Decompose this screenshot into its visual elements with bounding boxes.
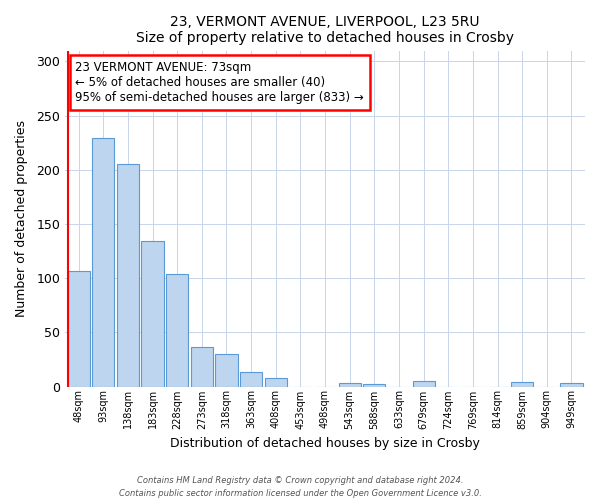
Bar [92,138,115,386]
Bar [363,384,385,386]
Bar [338,384,361,386]
Bar [215,354,238,386]
Bar [560,384,583,386]
Text: Contains HM Land Registry data © Crown copyright and database right 2024.
Contai: Contains HM Land Registry data © Crown c… [119,476,481,498]
Bar [511,382,533,386]
Bar [142,242,164,386]
Text: 23 VERMONT AVENUE: 73sqm
← 5% of detached houses are smaller (40)
95% of semi-de: 23 VERMONT AVENUE: 73sqm ← 5% of detache… [76,60,364,104]
Bar [265,378,287,386]
X-axis label: Distribution of detached houses by size in Crosby: Distribution of detached houses by size … [170,437,480,450]
Bar [117,164,139,386]
Bar [166,274,188,386]
Y-axis label: Number of detached properties: Number of detached properties [15,120,28,317]
Bar [191,348,213,387]
Title: 23, VERMONT AVENUE, LIVERPOOL, L23 5RU
Size of property relative to detached hou: 23, VERMONT AVENUE, LIVERPOOL, L23 5RU S… [136,15,514,45]
Bar [240,372,262,386]
Bar [413,381,434,386]
Bar [68,270,90,386]
